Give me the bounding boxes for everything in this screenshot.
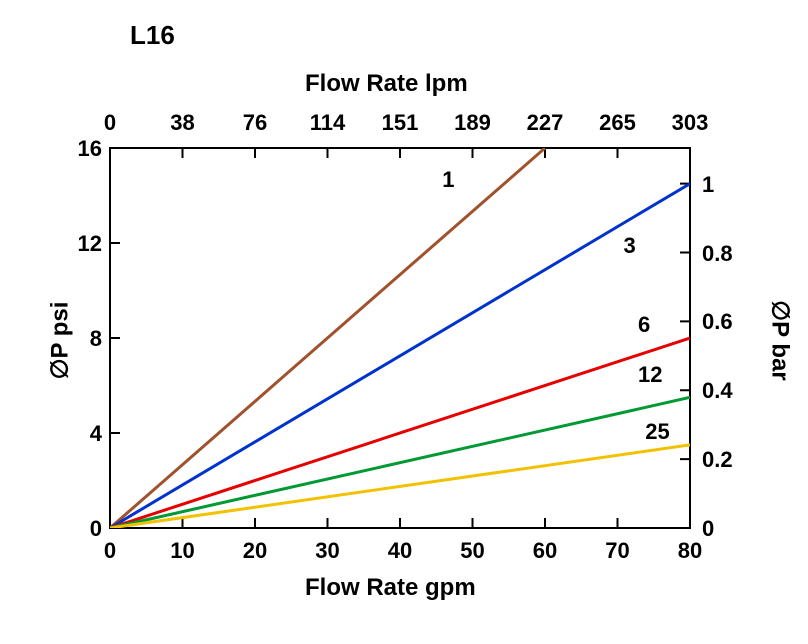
axis-bottom-tick: 80 [675,538,705,564]
axis-left-tick: 16 [66,136,102,162]
axis-top-tick: 265 [594,110,642,136]
axis-top-tick: 151 [376,110,424,136]
axis-left-tick: 0 [66,516,102,542]
axis-top-tick: 0 [86,110,134,136]
axis-left-tick: 4 [66,421,102,447]
axis-bottom-tick: 10 [168,538,198,564]
series-line-1 [110,148,545,528]
axis-right-tick: 1 [702,172,714,198]
series-label: 3 [624,233,636,259]
axis-top-tick: 114 [304,110,352,136]
axis-right-tick: 0.4 [702,378,733,404]
axis-bottom-tick: 30 [313,538,343,564]
axis-right-tick: 0.8 [702,241,733,267]
axis-bottom-tick: 20 [240,538,270,564]
axis-bottom-tick: 50 [458,538,488,564]
axis-left-tick: 8 [66,326,102,352]
axis-left-tick: 12 [66,231,102,257]
chart-title-l16: L16 [130,20,175,51]
series-label: 1 [442,167,454,193]
axis-right-tick: 0 [702,516,714,542]
series-line-25 [110,445,690,528]
axis-bottom-label: Flow Rate gpm [305,574,476,602]
axis-right-tick: 0.6 [702,309,733,335]
chart-container: L16 Flow Rate lpm ∅P psi ∅P bar Flow Rat… [0,0,808,644]
axis-top-tick: 189 [449,110,497,136]
axis-right-tick: 0.2 [702,447,733,473]
series-line-6 [110,338,690,528]
axis-top-tick: 227 [521,110,569,136]
axis-right-label: ∅P bar [766,281,795,401]
series-label: 25 [645,419,669,445]
series-label: 12 [638,362,662,388]
axis-bottom-tick: 70 [603,538,633,564]
axis-bottom-tick: 60 [530,538,560,564]
series-label: 6 [638,312,650,338]
axis-top-tick: 303 [666,110,714,136]
series-line-12 [110,397,690,528]
series-line-3 [110,184,690,528]
axis-top-tick: 76 [231,110,279,136]
axis-top-tick: 38 [159,110,207,136]
axis-top-label: Flow Rate lpm [305,70,468,98]
axis-bottom-tick: 40 [385,538,415,564]
